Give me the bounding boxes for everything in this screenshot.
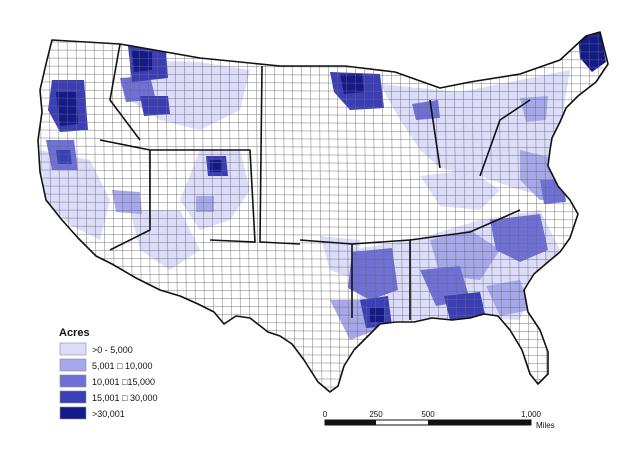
scale-tick-1000: 1,000 <box>521 410 542 419</box>
scale-bar: 0 250 500 1,000 Miles <box>323 410 555 430</box>
state-boundaries <box>37 31 609 393</box>
scale-tick-250: 250 <box>369 410 383 419</box>
legend-swatch-1 <box>59 342 87 356</box>
legend-swatch-5 <box>59 406 87 420</box>
legend-swatch-2 <box>59 358 87 372</box>
legend-label-2: 5,001 □ 10,000 <box>92 361 153 371</box>
legend: Acres >0 - 5,000 5,001 □ 10,000 10,001 □15… <box>59 327 158 420</box>
legend-label-3: 10,001 □15,000 <box>92 377 155 387</box>
region-class-5 <box>56 32 606 322</box>
legend-label-1: >0 - 5,000 <box>92 345 133 355</box>
scale-tick-500: 500 <box>421 410 435 419</box>
scale-tick-0: 0 <box>323 410 328 419</box>
legend-label-4: 15,001 □ 30,000 <box>92 393 158 403</box>
legend-swatch-3 <box>59 374 87 388</box>
scale-unit: Miles <box>536 421 555 430</box>
scale-bar-segment-3 <box>428 420 531 425</box>
legend-label-5: >30,001 <box>92 409 125 419</box>
legend-title: Acres <box>59 327 90 339</box>
scale-bar-segment-1 <box>325 420 376 425</box>
legend-swatch-4 <box>59 390 87 404</box>
